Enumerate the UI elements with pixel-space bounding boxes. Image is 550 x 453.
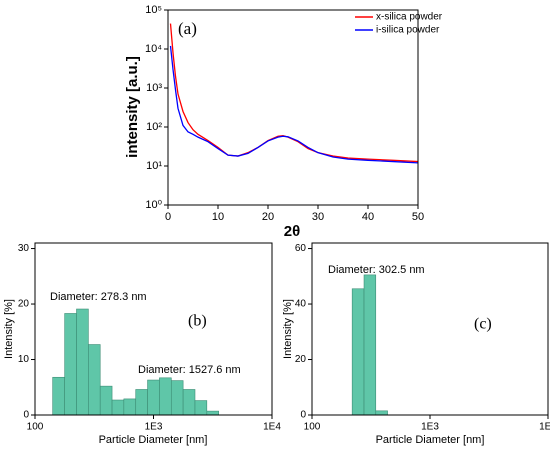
y-tick-label: 20 — [18, 299, 30, 310]
annotation: (c) — [474, 316, 492, 333]
x-tick-label: 100 — [304, 422, 321, 433]
x-tick-label: 20 — [262, 211, 274, 223]
annotation: Diameter: 1527.6 nm — [138, 364, 241, 376]
bar — [135, 389, 148, 416]
bar — [375, 410, 388, 416]
data-line — [169, 45, 418, 164]
y-tick-label: 10¹ — [146, 160, 162, 172]
plot-frame — [311, 242, 549, 416]
x-tick-label: 1E3 — [421, 422, 439, 433]
bar — [99, 385, 113, 416]
subplot: 0 10 20 30 40 50 10⁰ 10¹ 10² 10³ 10⁴ 10⁵ x-silica po… — [124, 4, 443, 240]
y-tick-label: 10³ — [146, 82, 162, 94]
plot-frame — [167, 9, 419, 206]
y-tick-label: 40 — [295, 299, 307, 310]
annotation: Diameter: 302.5 nm — [328, 264, 425, 276]
bar — [170, 380, 184, 416]
bar — [147, 379, 160, 416]
annotation: (b) — [188, 313, 207, 330]
x-tick-label: 0 — [165, 211, 171, 223]
bar — [363, 274, 377, 416]
x-tick-label: 10 — [212, 211, 224, 223]
x-tick-label: 40 — [362, 211, 374, 223]
y-tick-label: 0 — [23, 410, 29, 421]
bar — [206, 410, 219, 416]
bar — [182, 389, 196, 416]
y-axis-label: Intensity [%] — [3, 299, 15, 359]
lines — [169, 23, 418, 164]
y-tick-label: 10² — [146, 121, 162, 133]
x-axis-label: Particle Diameter [nm] — [376, 434, 485, 446]
bar — [52, 376, 65, 416]
bar — [111, 399, 125, 416]
y-tick-label: 30 — [18, 243, 30, 254]
y-axis-label: Intensity [%] — [282, 299, 294, 359]
y-tick-label: 10⁰ — [145, 199, 162, 211]
x-tick-label: 50 — [412, 211, 424, 223]
y-axis-label: intensity [a.u.] — [124, 56, 141, 158]
bar — [351, 288, 365, 416]
bar — [123, 398, 137, 416]
x-axis-label: Particle Diameter [nm] — [99, 434, 208, 446]
bar — [88, 344, 101, 416]
y-tick-label: 10⁵ — [145, 4, 162, 16]
x-tick-label: 1E3 — [145, 422, 163, 433]
x-axis-label: 2θ — [284, 223, 300, 240]
subplot: 100 1E3 1E4 0 20 40 60 Particle Diameter [nm] In… — [282, 242, 550, 446]
plot-frame — [34, 242, 273, 416]
bar — [64, 313, 77, 416]
bar — [76, 308, 89, 416]
annotation: Diameter: 278.3 nm — [50, 291, 147, 303]
x-tick-label: 100 — [27, 422, 44, 433]
legend-label: x-silica powder — [376, 12, 443, 23]
y-tick-label: 20 — [295, 354, 307, 365]
x-tick-label: 30 — [312, 211, 324, 223]
bar — [194, 400, 208, 416]
y-tick-label: 10⁴ — [145, 43, 162, 55]
legend-label: i-silica powder — [376, 25, 440, 36]
bar — [159, 377, 172, 416]
y-tick-label: 0 — [300, 410, 306, 421]
y-tick-label: 10 — [18, 354, 30, 365]
annotation: (a) — [178, 19, 197, 38]
x-tick-label: 1E4 — [263, 422, 281, 433]
subplot: 100 1E3 1E4 0 10 20 30 Particle Diameter [nm] In… — [3, 242, 281, 446]
x-tick-label: 1E4 — [539, 422, 550, 433]
y-tick-label: 60 — [295, 243, 307, 254]
